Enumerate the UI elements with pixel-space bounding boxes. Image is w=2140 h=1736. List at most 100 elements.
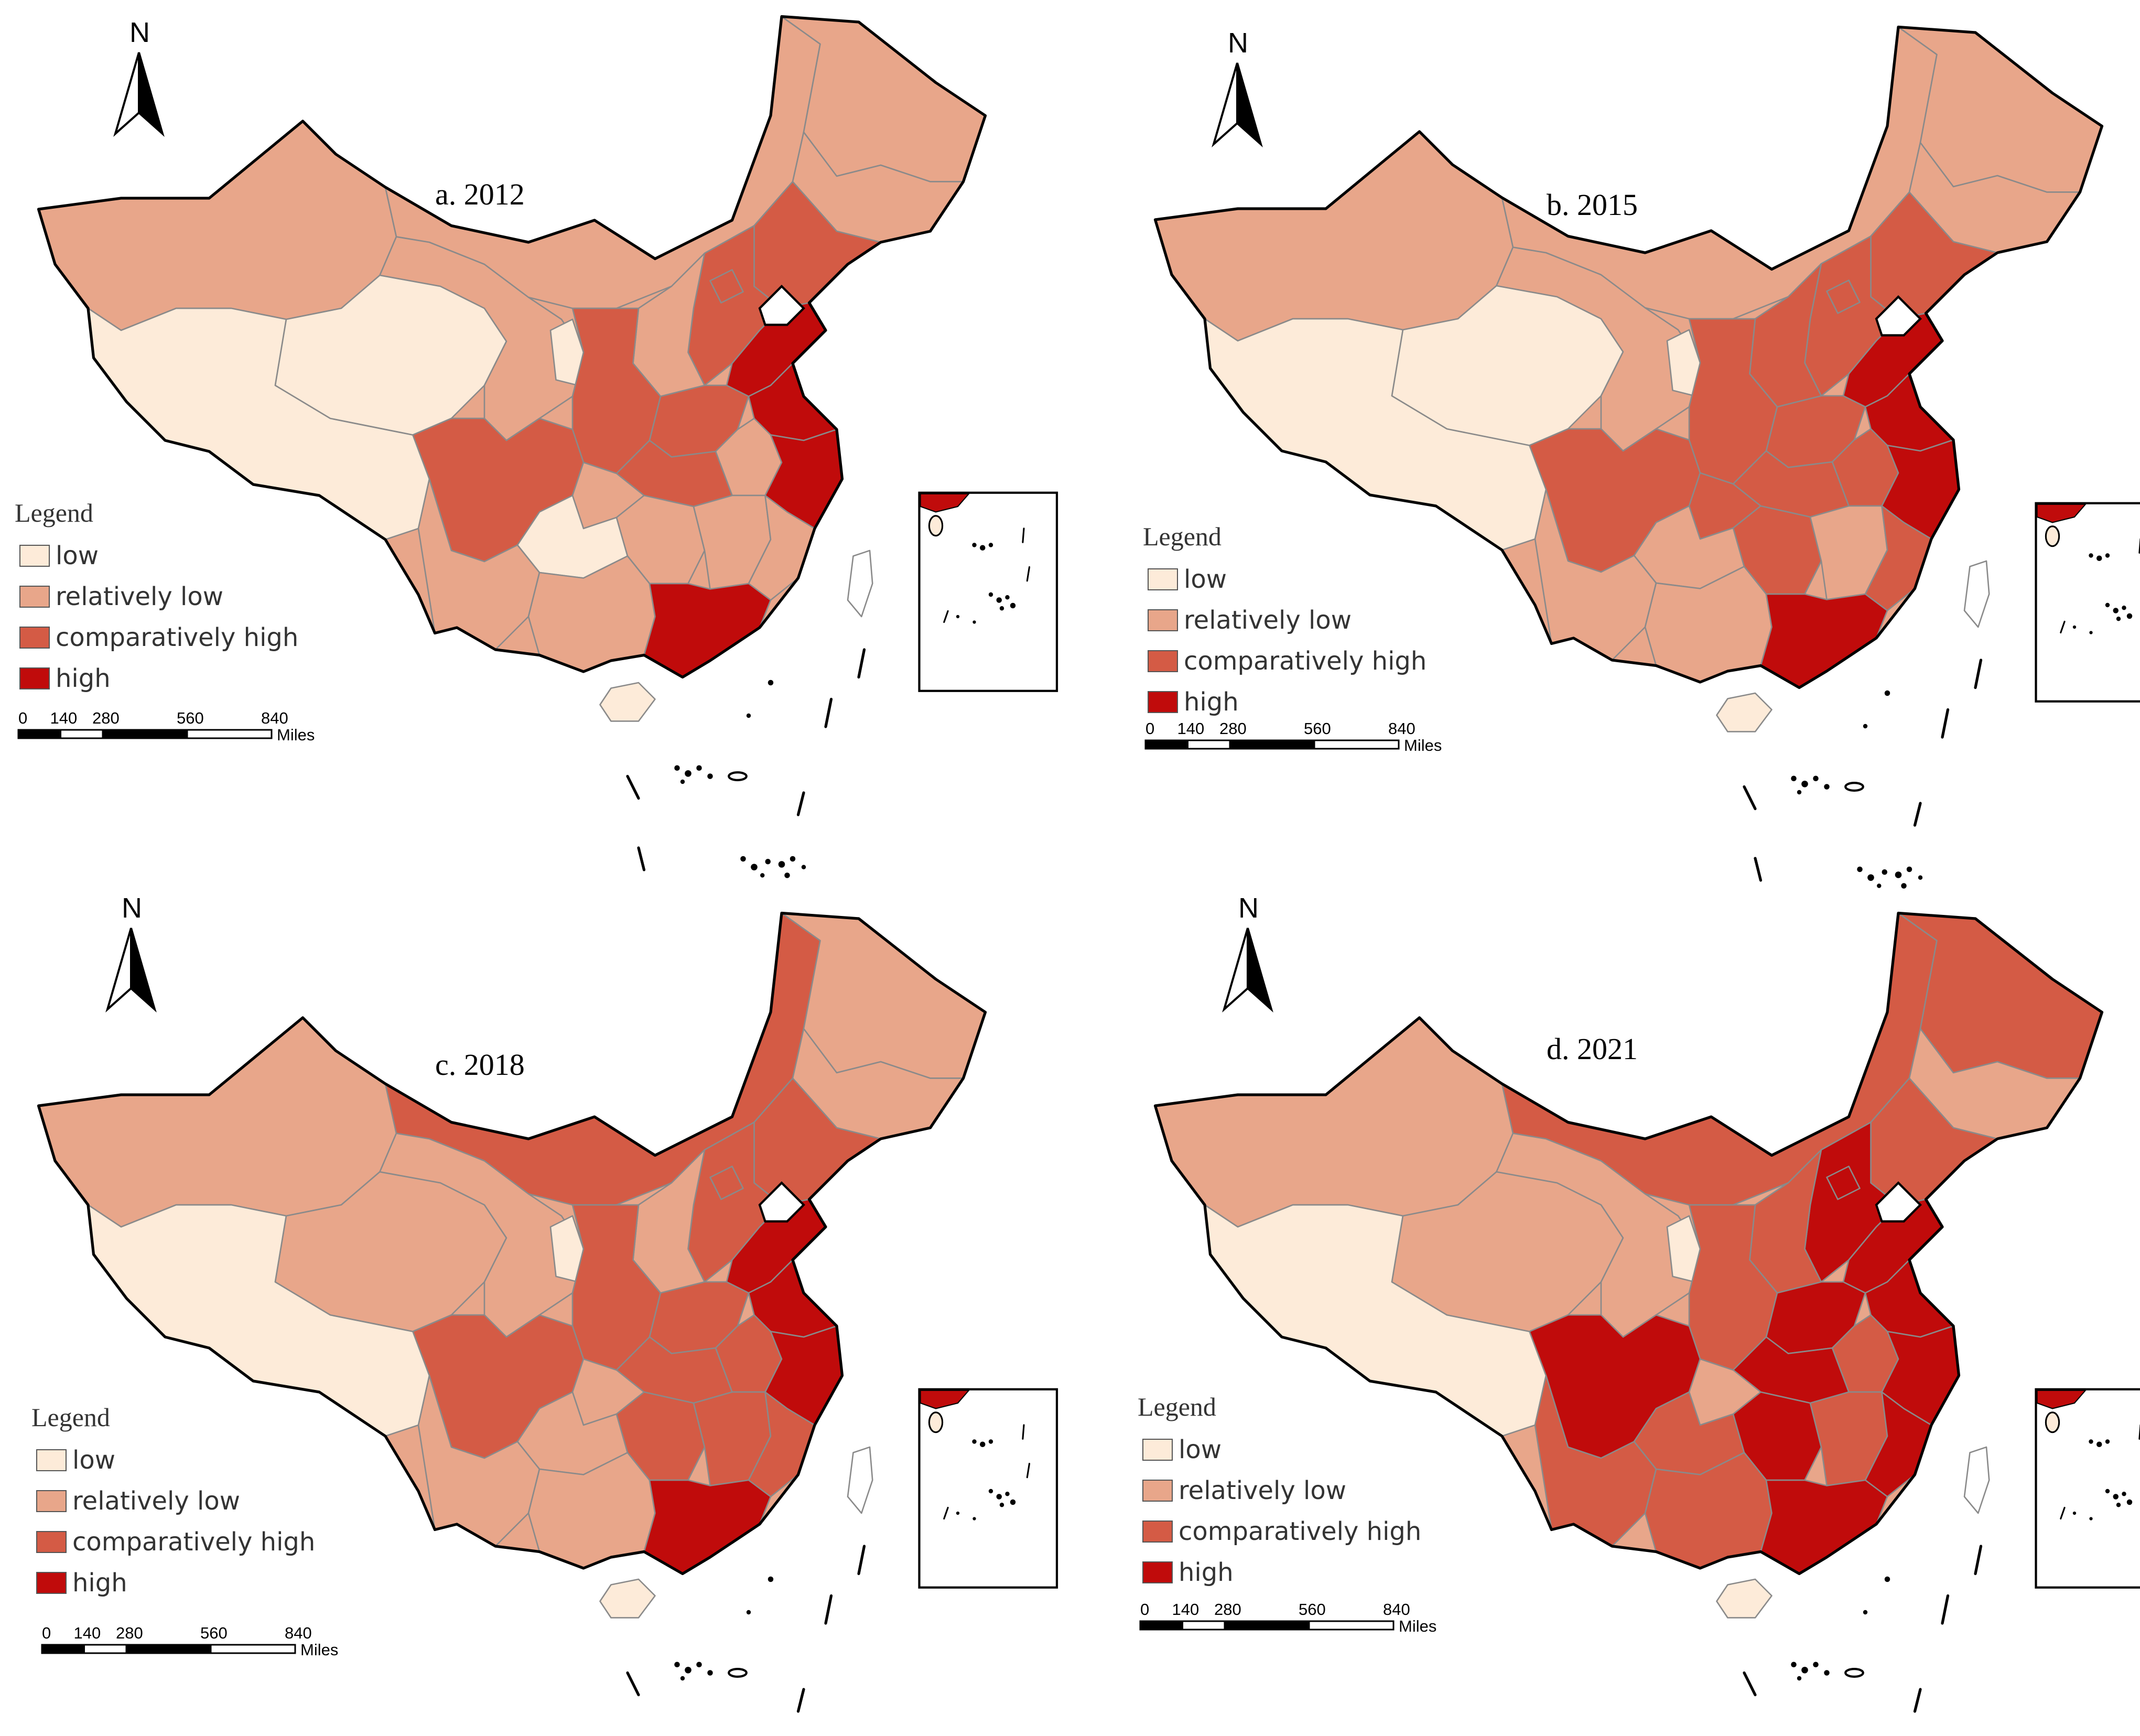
scale-tick-label: 840 bbox=[1388, 719, 1415, 738]
scale-tick-label: 140 bbox=[50, 709, 78, 727]
scale-tick-label: 560 bbox=[177, 709, 204, 727]
region-xinjiang bbox=[38, 120, 397, 331]
legend-label-comparatively-high: comparatively high bbox=[72, 1527, 315, 1557]
legend-label-relatively-low: relatively low bbox=[72, 1486, 240, 1516]
legend-label-high: high bbox=[1179, 1558, 1234, 1587]
legend-title: Legend bbox=[15, 498, 93, 527]
scale-segment bbox=[83, 1644, 127, 1654]
north-arrow-d: N bbox=[1222, 892, 1273, 1013]
scale-segment bbox=[186, 729, 273, 739]
region-beijing bbox=[1826, 1166, 1861, 1200]
china-choropleth-map bbox=[37, 15, 1058, 878]
scale-unit-label: Miles bbox=[1404, 736, 1442, 754]
legend-swatch-comparatively-high bbox=[19, 627, 50, 649]
region-hainan bbox=[599, 1578, 656, 1619]
scale-tick-label: 280 bbox=[1214, 1600, 1241, 1619]
region-guangxi bbox=[1644, 566, 1772, 683]
scale-segment bbox=[1139, 1620, 1183, 1631]
scale-segment bbox=[1229, 739, 1315, 750]
scale-segment bbox=[1313, 739, 1400, 750]
scale-segment bbox=[102, 729, 188, 739]
scale-segment bbox=[1187, 739, 1231, 750]
region-beijing bbox=[1826, 279, 1861, 314]
legend-label-low: low bbox=[1184, 565, 1227, 594]
legend-swatch-high bbox=[1142, 1561, 1173, 1583]
legend-swatch-comparatively-high bbox=[1148, 650, 1178, 672]
panel-title: d. 2021 bbox=[1547, 1032, 1638, 1066]
region-guangxi bbox=[1644, 1452, 1772, 1569]
scale-segment bbox=[41, 1644, 85, 1654]
region-hainan bbox=[599, 682, 656, 722]
china-choropleth-map bbox=[1153, 911, 2140, 1713]
panel-title: b. 2015 bbox=[1547, 188, 1638, 222]
north-arrow-c: N bbox=[105, 892, 157, 1013]
legend-a: Legend low relatively low comparatively hig… bbox=[15, 498, 298, 693]
region-taiwan bbox=[847, 549, 873, 618]
scale-segment bbox=[125, 1644, 212, 1654]
region-hainan bbox=[1716, 692, 1772, 732]
legend-swatch-relatively-low bbox=[1142, 1480, 1173, 1502]
map-panel-b: b. 2015 bbox=[1153, 25, 2140, 889]
scale-tick-label: 0 bbox=[1145, 719, 1154, 738]
scale-segment bbox=[1224, 1620, 1310, 1631]
legend-swatch-high bbox=[36, 1572, 67, 1594]
north-arrow-a: N bbox=[113, 17, 165, 137]
north-label: N bbox=[122, 892, 142, 924]
legend-swatch-low bbox=[1148, 568, 1178, 590]
scale-segment bbox=[1182, 1620, 1226, 1631]
scale-tick-label: 0 bbox=[1140, 1600, 1149, 1619]
legend-d: Legend low relatively low comparatively hig… bbox=[1138, 1392, 1421, 1587]
region-taiwan bbox=[1963, 560, 1990, 628]
legend-label-comparatively-high: comparatively high bbox=[56, 623, 298, 652]
scale-segment bbox=[1308, 1620, 1395, 1631]
north-label: N bbox=[1228, 27, 1248, 59]
scale-segment bbox=[60, 729, 104, 739]
legend-label-high: high bbox=[1184, 687, 1239, 717]
scale-segment bbox=[210, 1644, 296, 1654]
legend-title: Legend bbox=[31, 1403, 110, 1432]
scale-tick-label: 140 bbox=[74, 1624, 101, 1642]
legend-label-low: low bbox=[56, 541, 99, 570]
scale-tick-label: 840 bbox=[285, 1624, 312, 1642]
china-choropleth-map bbox=[1153, 25, 2140, 889]
map-panel-d: d. 2021 bbox=[1153, 911, 2140, 1713]
scale-tick-label: 560 bbox=[1304, 719, 1331, 738]
legend-c: Legend low relatively low comparatively hig… bbox=[31, 1403, 315, 1598]
legend-title: Legend bbox=[1143, 522, 1222, 551]
north-arrow-icon bbox=[113, 52, 165, 137]
legend-swatch-comparatively-high bbox=[1142, 1521, 1173, 1543]
map-panel-c: c. 2018 bbox=[37, 911, 1058, 1713]
legend-b: Legend low relatively low comparatively hig… bbox=[1143, 522, 1426, 717]
north-arrow-b: N bbox=[1212, 27, 1263, 148]
region-beijing bbox=[709, 1166, 744, 1200]
legend-swatch-low bbox=[36, 1449, 67, 1471]
scale-tick-label: 280 bbox=[116, 1624, 143, 1642]
region-xinjiang bbox=[1154, 1017, 1514, 1228]
legend-label-relatively-low: relatively low bbox=[56, 582, 223, 611]
legend-swatch-high bbox=[19, 667, 50, 689]
north-arrow-icon bbox=[1222, 928, 1273, 1013]
scale-tick-label: 0 bbox=[18, 709, 27, 727]
region-guangxi bbox=[527, 1452, 656, 1569]
legend-swatch-relatively-low bbox=[19, 586, 50, 608]
scale-segment bbox=[17, 729, 61, 739]
scale-tick-label: 840 bbox=[261, 709, 288, 727]
north-arrow-icon bbox=[105, 928, 157, 1013]
scale-tick-label: 560 bbox=[1299, 1600, 1326, 1619]
china-choropleth-map bbox=[37, 911, 1058, 1713]
north-arrow-icon bbox=[1212, 62, 1263, 148]
panel-title: c. 2018 bbox=[435, 1048, 525, 1082]
legend-title: Legend bbox=[1138, 1392, 1216, 1421]
legend-label-low: low bbox=[72, 1446, 115, 1475]
region-guangxi bbox=[527, 555, 656, 673]
legend-swatch-comparatively-high bbox=[36, 1531, 67, 1553]
legend-label-low: low bbox=[1179, 1435, 1222, 1464]
legend-swatch-relatively-low bbox=[36, 1490, 67, 1512]
legend-swatch-low bbox=[19, 545, 50, 567]
scale-tick-label: 140 bbox=[1177, 719, 1205, 738]
scale-tick-label: 280 bbox=[92, 709, 120, 727]
legend-label-comparatively-high: comparatively high bbox=[1179, 1517, 1421, 1546]
